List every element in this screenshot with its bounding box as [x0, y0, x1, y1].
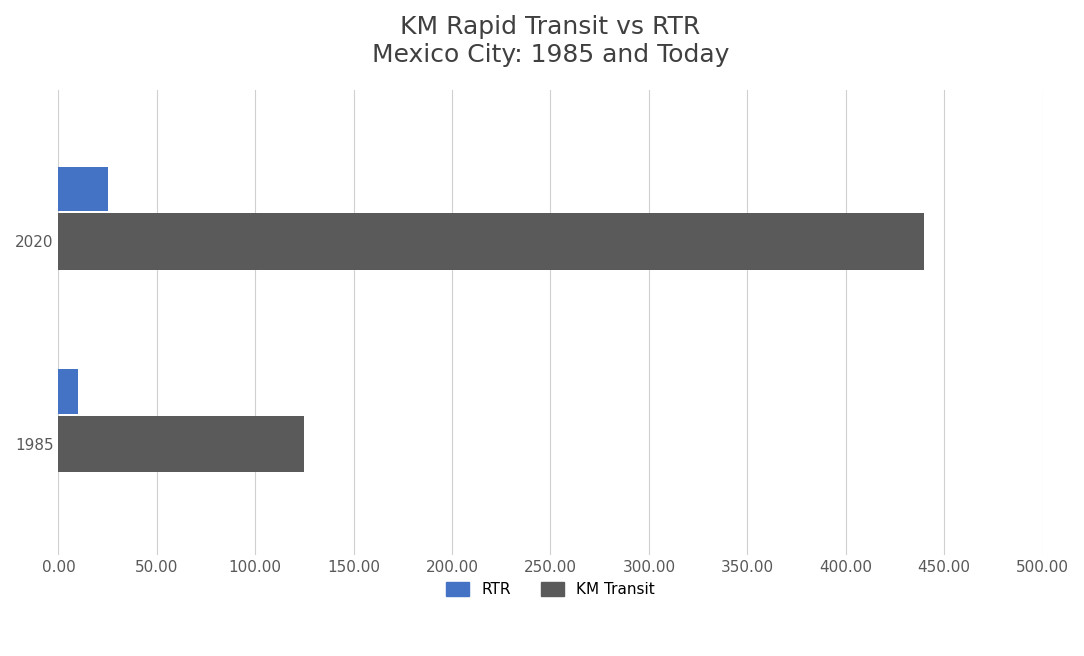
Bar: [59, 369, 78, 413]
Bar: [59, 213, 925, 270]
Bar: [59, 415, 305, 472]
Bar: [59, 167, 107, 211]
Title: KM Rapid Transit vs RTR
Mexico City: 1985 and Today: KM Rapid Transit vs RTR Mexico City: 198…: [372, 15, 730, 67]
Legend: RTR, KM Transit: RTR, KM Transit: [440, 576, 661, 604]
